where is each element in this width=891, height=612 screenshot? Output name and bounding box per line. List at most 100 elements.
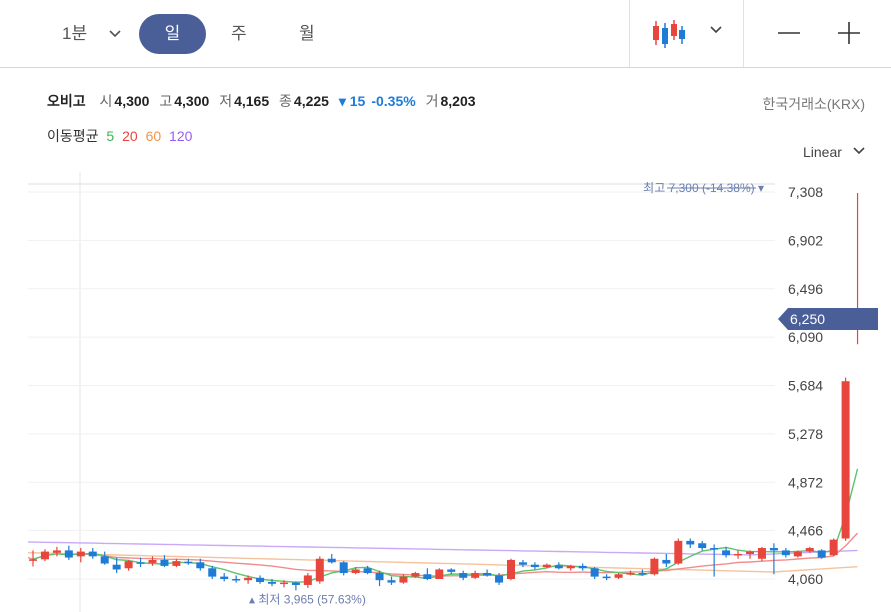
- candle-body: [722, 550, 731, 556]
- volume-label: 거: [425, 93, 439, 109]
- candle-body: [435, 569, 444, 579]
- y-tick-label: 6,902: [788, 232, 823, 248]
- candle-body: [399, 576, 408, 583]
- candle-body: [530, 564, 539, 568]
- high-label: 고: [159, 93, 173, 109]
- candle-body: [232, 579, 241, 581]
- candle-body: [327, 558, 336, 563]
- ma-5-line: [32, 468, 859, 583]
- change-value: ▾ 15: [338, 93, 366, 109]
- candle-body: [136, 562, 145, 564]
- candle-body: [781, 550, 790, 556]
- candle-body: [554, 565, 563, 569]
- chevron-down-icon: [109, 30, 121, 38]
- tab-month[interactable]: 월: [299, 24, 315, 43]
- scale-dropdown[interactable]: Linear: [803, 144, 866, 160]
- candle-body: [650, 558, 659, 575]
- candle-body: [279, 582, 288, 585]
- zoom-out-icon[interactable]: [776, 16, 802, 50]
- candle-body: [196, 562, 205, 569]
- candle-body: [268, 581, 276, 584]
- candle-body: [411, 573, 420, 577]
- candle-body: [483, 573, 492, 576]
- candle-body: [769, 548, 778, 551]
- candle-body: [303, 575, 312, 585]
- exchange-label: 한국거래소(KRX): [762, 96, 865, 112]
- change-percent: -0.35%: [371, 93, 416, 109]
- divider: [743, 0, 744, 67]
- candle-body: [375, 573, 384, 581]
- candle-body: [172, 561, 181, 566]
- candle-body: [64, 550, 73, 558]
- candle-body: [602, 576, 611, 579]
- tab-day[interactable]: 일: [139, 14, 206, 54]
- candle-body: [471, 573, 480, 578]
- min-price-marker: ▴ 최저 3,965 (57.63%): [249, 592, 366, 606]
- candle-body: [363, 568, 372, 574]
- candle-body: [638, 573, 647, 575]
- tab-week[interactable]: 주: [231, 24, 247, 43]
- stock-name: 오비고: [47, 93, 86, 109]
- candle-body: [686, 540, 695, 545]
- candle-body: [674, 540, 683, 564]
- y-tick-label: 4,872: [788, 474, 823, 490]
- candle-body: [746, 551, 754, 554]
- current-price-tag: 6,250: [778, 308, 878, 330]
- interval-label: 1분: [62, 24, 88, 43]
- y-tick-label: 5,684: [788, 378, 823, 394]
- ma-120-label: 120: [169, 128, 193, 144]
- y-tick-label: 6,090: [788, 329, 823, 345]
- candle-body: [542, 564, 551, 568]
- candle-body: [805, 548, 814, 552]
- candle-body: [40, 551, 49, 560]
- candle-body: [734, 553, 743, 556]
- chart-grid: [28, 172, 775, 612]
- candle-body: [339, 562, 348, 574]
- ma-5-label: 5: [106, 128, 115, 144]
- candle-body: [793, 551, 802, 557]
- chart-toolbar: 1분 일 주 월: [0, 0, 891, 68]
- high-value: 4,300: [174, 93, 210, 109]
- candle-body: [495, 575, 504, 583]
- candle-body: [351, 569, 360, 574]
- candle-body: [76, 551, 85, 557]
- candle-body: [590, 568, 599, 577]
- candle-body: [626, 573, 635, 575]
- candle-body: [447, 569, 456, 572]
- candle-body: [88, 551, 97, 557]
- ma-20-label: 20: [122, 128, 138, 144]
- y-tick-label: 4,466: [788, 523, 823, 539]
- candle-body: [662, 559, 671, 564]
- open-value: 4,300: [114, 93, 150, 109]
- candle-body: [698, 543, 707, 549]
- candle-body: [52, 550, 61, 553]
- candle-body: [291, 582, 300, 585]
- candle-body: [387, 580, 396, 583]
- candlestick-chart[interactable]: 7,308 6,902 6,496 6,090 5,684 5,278 4,872 4,466…: [0, 172, 891, 612]
- y-tick-label: 4,060: [788, 571, 823, 587]
- divider: [629, 0, 630, 67]
- candle-body: [459, 573, 468, 578]
- moving-average-legend: 이동평균 5 20 60 120: [47, 126, 196, 146]
- open-label: 시: [99, 93, 113, 109]
- candlestick-chart-type-icon[interactable]: [650, 18, 686, 50]
- close-value: 4,225: [293, 93, 329, 109]
- candle-body: [578, 565, 587, 569]
- quote-summary: 오비고 시 4,300 고 4,300 저 4,165 종 4,225 ▾ 15 -0.3…: [47, 91, 482, 111]
- candle-body: [160, 559, 169, 566]
- candle-body: [518, 562, 527, 565]
- candle-body: [507, 559, 515, 579]
- candle-body: [184, 561, 193, 564]
- candle-body: [220, 576, 229, 579]
- candle-body: [100, 556, 109, 564]
- volume-value: 8,203: [440, 93, 476, 109]
- candles: [29, 192, 862, 591]
- chart-type-chevron-icon[interactable]: [708, 20, 724, 40]
- interval-dropdown[interactable]: 1분: [62, 14, 132, 54]
- ma-60-label: 60: [145, 128, 162, 144]
- low-value: 4,165: [234, 93, 270, 109]
- candle-body: [614, 574, 623, 578]
- candle-body: [244, 577, 253, 581]
- zoom-in-icon[interactable]: [836, 16, 862, 50]
- candle-body: [841, 381, 850, 539]
